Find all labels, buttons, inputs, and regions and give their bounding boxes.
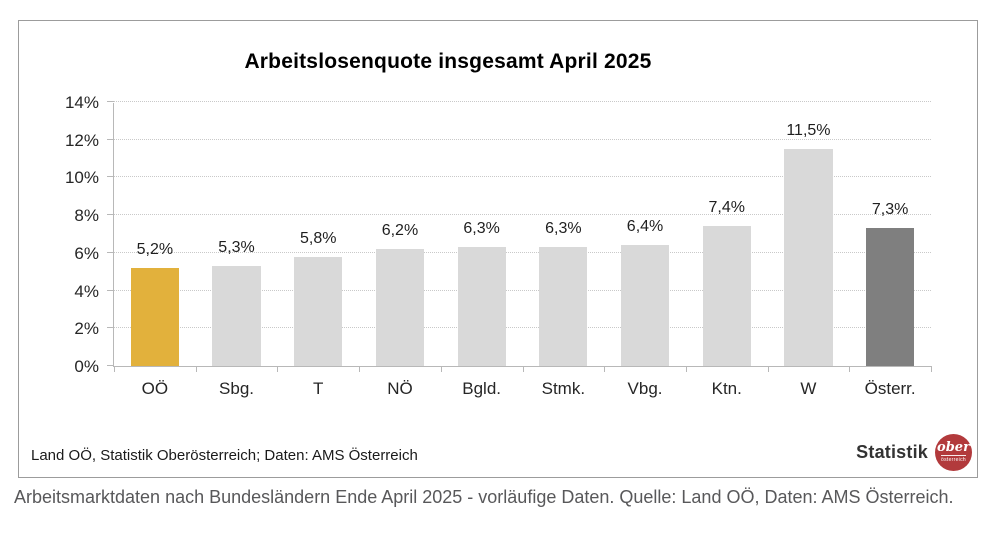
bar-column: 7,4% Ktn.: [686, 103, 768, 398]
bar: [866, 228, 915, 366]
y-axis-tick-label: 0%: [74, 357, 99, 376]
x-axis-tick: [685, 366, 687, 372]
x-axis-tick: [277, 366, 279, 372]
gridline: [114, 138, 931, 140]
bar-value-label: 5,8%: [300, 229, 337, 247]
y-axis-tick-label: 12%: [64, 130, 99, 150]
gridline: [114, 289, 931, 291]
statistik-logo: Statistik ober österreich: [856, 434, 972, 471]
bar-column: 7,3% Österr.: [849, 103, 931, 398]
source-note: Land OÖ, Statistik Oberösterreich; Daten…: [31, 447, 418, 464]
bar-value-label: 6,3%: [545, 220, 582, 238]
bar-value-label: 6,3%: [463, 220, 500, 238]
x-axis-label: Stmk.: [541, 379, 586, 398]
plot-area: 5,2% OÖ 5,3% Sbg. 5,8% T 6,2% NÖ 6,3% Bgld. 6,3% St…: [107, 101, 932, 398]
x-axis-tick: [195, 366, 197, 372]
bar: [130, 267, 179, 366]
bar-column: 5,3% Sbg.: [196, 103, 278, 398]
y-axis-tick: [107, 214, 114, 216]
bar: [375, 249, 425, 366]
x-axis-tick: [767, 366, 769, 372]
y-axis-labels: 0% 2% 4% 6% 8% 10% 12% 14%: [19, 93, 105, 376]
y-axis-tick: [107, 365, 114, 366]
bar-column: 5,8% T: [277, 103, 359, 398]
x-axis-label: Vbg.: [627, 379, 663, 398]
statistik-logo-badge-icon: ober österreich: [935, 434, 972, 471]
x-axis-label: OÖ: [141, 379, 169, 398]
gridline: [114, 251, 931, 253]
y-axis-tick: [107, 138, 114, 140]
bar-value-label: 6,4%: [626, 218, 664, 236]
caption: Arbeitsmarktdaten nach Bundesländern End…: [14, 487, 954, 507]
bar-column: 6,3% Stmk.: [523, 103, 605, 398]
gridline: [114, 176, 931, 178]
x-axis-label: Bgld.: [462, 379, 502, 398]
bar-column: 6,3% Bgld.: [441, 103, 523, 398]
logo-badge-text: ober: [937, 440, 970, 455]
y-axis-tick: [107, 176, 114, 178]
bar-value-label: 5,2%: [136, 240, 174, 258]
x-axis-label: Österr.: [864, 379, 916, 398]
y-axis-tick: [107, 327, 114, 329]
y-axis-tick: [107, 101, 114, 102]
x-axis-label: NÖ: [387, 379, 413, 398]
y-axis-tick-label: 4%: [74, 281, 99, 301]
bar-value-label: 11,5%: [786, 122, 831, 140]
x-axis-tick: [604, 366, 606, 372]
x-axis-label: T: [313, 379, 324, 398]
chart-title: Arbeitslosenquote insgesamt April 2025: [244, 50, 652, 73]
y-axis-tick-label: 2%: [74, 319, 99, 339]
bar: [457, 247, 506, 366]
bar-column: 11,5% W: [768, 103, 850, 398]
y-axis-tick: [107, 251, 114, 253]
bar-value-label: 6,2%: [381, 222, 419, 240]
x-axis-label: Sbg.: [219, 379, 255, 398]
bar: [784, 149, 833, 366]
x-axis-label: W: [800, 379, 817, 398]
x-axis-tick: [849, 366, 851, 372]
gridline: [114, 327, 931, 329]
bar-value-label: 7,4%: [708, 199, 745, 217]
bar: [212, 266, 261, 366]
y-axis-tick-label: 14%: [64, 93, 99, 112]
bar-value-label: 5,3%: [218, 239, 255, 257]
x-axis-tick: [931, 366, 932, 372]
bar: [620, 245, 670, 366]
y-axis-tick-label: 10%: [64, 168, 99, 188]
y-axis-tick-label: 8%: [74, 206, 99, 226]
bar-column: 5,2% OÖ: [114, 103, 196, 398]
y-axis-tick: [107, 289, 114, 291]
x-axis-tick: [440, 366, 442, 372]
bar-column: 6,2% NÖ: [359, 103, 441, 398]
bar: [539, 247, 588, 366]
bar-column: 6,4% Vbg.: [604, 103, 686, 398]
x-axis-label: Ktn.: [711, 379, 742, 398]
x-axis-tick: [359, 366, 361, 372]
statistik-logo-text: Statistik: [856, 442, 928, 462]
bar-value-label: 7,3%: [871, 201, 909, 219]
x-axis-tick: [114, 366, 115, 372]
chart-panel: Arbeitslosenquote insgesamt April 2025 0…: [18, 20, 978, 478]
gridline: [114, 214, 931, 216]
x-axis-tick: [522, 366, 524, 372]
y-axis-tick-label: 6%: [74, 243, 99, 263]
bar: [294, 256, 343, 366]
gridline: [114, 101, 931, 102]
logo-badge-subtext: österreich: [941, 455, 966, 463]
bar: [702, 226, 751, 366]
